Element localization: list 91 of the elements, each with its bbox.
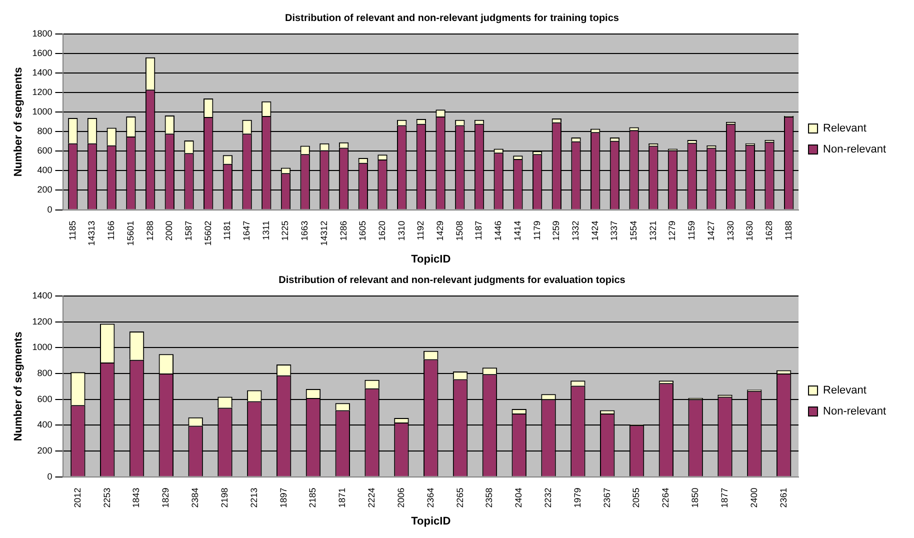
legend-label: Relevant: [823, 384, 866, 397]
x-tick-label: 1185: [67, 220, 78, 240]
x-tick-label: 1311: [260, 220, 271, 240]
x-tick-label: 1620: [376, 220, 387, 241]
x-tick-label: 1446: [493, 220, 504, 241]
legend-label: Relevant: [823, 122, 866, 135]
x-tick-label: 1871: [337, 488, 348, 508]
x-tick-label: 1166: [106, 220, 116, 240]
x-tick-label: 2358: [484, 488, 494, 508]
y-tick-label: 1000: [32, 342, 52, 352]
x-tick-label: 14313: [86, 220, 97, 246]
y-tick-label: 1000: [32, 106, 52, 117]
x-tick-label: 1225: [280, 220, 290, 241]
x-tick-label: 2265: [454, 488, 465, 508]
x-tick-label: 1330: [725, 220, 736, 241]
legend-label: Non-relevant: [823, 144, 886, 156]
y-tick-label: 1600: [32, 48, 52, 58]
x-tick-label: 2253: [102, 488, 112, 508]
x-tick-label: 2006: [396, 488, 406, 508]
x-tick-label: 1663: [300, 220, 310, 241]
y-tick-label: 200: [37, 445, 52, 456]
x-tick-label: 1647: [242, 220, 252, 241]
x-tick-label: 1279: [667, 220, 678, 241]
x-tick-label: 1188: [783, 220, 794, 240]
x-tick-label: 2213: [248, 488, 259, 508]
x-tick-label: 2185: [308, 488, 318, 508]
x-tick-label: 1605: [358, 220, 368, 241]
legend-label: Non-relevant: [823, 406, 886, 418]
x-tick-label: 1508: [454, 220, 464, 241]
chart-title: Distribution of relevant and non-relevant judgments for training topics: [285, 12, 620, 24]
y-tick-label: 800: [37, 126, 52, 136]
x-tick-label: 1310: [396, 220, 406, 241]
x-tick-label: 2361: [778, 488, 788, 508]
x-tick-label: 14312: [318, 220, 329, 246]
x-tick-label: 1414: [512, 220, 522, 241]
x-tick-label: 1427: [706, 220, 716, 241]
x-tick-label: 1181: [222, 220, 232, 240]
x-tick-label: 1179: [532, 220, 542, 240]
x-tick-label: 1159: [686, 220, 697, 240]
x-tick-label: 15601: [125, 220, 136, 246]
x-tick-label: 1187: [474, 220, 484, 240]
x-tick-label: 1337: [609, 220, 620, 241]
x-tick-label: 1424: [590, 220, 600, 241]
y-tick-label: 1200: [32, 87, 52, 98]
x-tick-label: 1332: [570, 220, 580, 241]
x-tick-label: 2000: [164, 220, 174, 241]
x-tick-label: 1630: [744, 220, 755, 241]
x-tick-label: 1429: [435, 220, 446, 241]
x-tick-label: 1979: [572, 488, 582, 508]
x-tick-label: 1850: [690, 488, 700, 508]
y-tick-label: 400: [37, 420, 52, 430]
y-tick-label: 1400: [32, 68, 52, 78]
x-tick-label: 1286: [338, 220, 348, 241]
x-tick-label: 2264: [660, 488, 671, 508]
y-axis-title: Number of segments: [12, 67, 25, 177]
x-tick-label: 2232: [543, 488, 554, 508]
x-tick-label: 1897: [278, 488, 288, 508]
x-tick-label: 1192: [416, 220, 426, 240]
y-tick-label: 200: [37, 184, 52, 195]
x-tick-label: 15602: [202, 220, 213, 246]
x-tick-label: 2224: [366, 488, 377, 508]
y-tick-label: 1200: [32, 316, 52, 326]
x-tick-label: 1321: [648, 220, 658, 241]
y-tick-label: 0: [47, 471, 52, 482]
x-tick-label: 2364: [425, 488, 436, 508]
y-tick-label: 600: [37, 146, 52, 156]
x-tick-label: 1587: [183, 220, 194, 241]
x-axis-title: TopicID: [411, 253, 451, 266]
x-tick-label: 1288: [144, 220, 155, 241]
y-tick-label: 800: [37, 368, 52, 378]
y-tick-label: 1400: [32, 290, 52, 300]
x-tick-label: 1843: [131, 488, 142, 508]
chart-title: Distribution of relevant and non-relevant judgments for evaluation topics: [278, 274, 626, 286]
x-tick-label: 2384: [190, 488, 200, 508]
x-tick-label: 1259: [551, 220, 562, 241]
x-tick-label: 2367: [602, 488, 612, 508]
x-tick-label: 2400: [748, 488, 759, 508]
x-tick-label: 2198: [219, 488, 230, 508]
y-tick-label: 1800: [32, 28, 52, 38]
y-axis-title: Number of segments: [12, 332, 25, 442]
y-tick-label: 0: [47, 204, 52, 214]
y-tick-label: 400: [37, 165, 52, 176]
x-tick-label: 2055: [631, 488, 642, 508]
x-tick-label: 1554: [628, 220, 639, 241]
y-tick-label: 600: [37, 394, 52, 404]
x-tick-label: 2012: [72, 488, 82, 508]
x-tick-label: 1628: [764, 220, 774, 241]
x-tick-label: 1829: [160, 488, 171, 508]
x-axis-title: TopicID: [411, 515, 451, 528]
x-tick-label: 2404: [514, 488, 524, 508]
x-tick-label: 1877: [719, 488, 730, 508]
